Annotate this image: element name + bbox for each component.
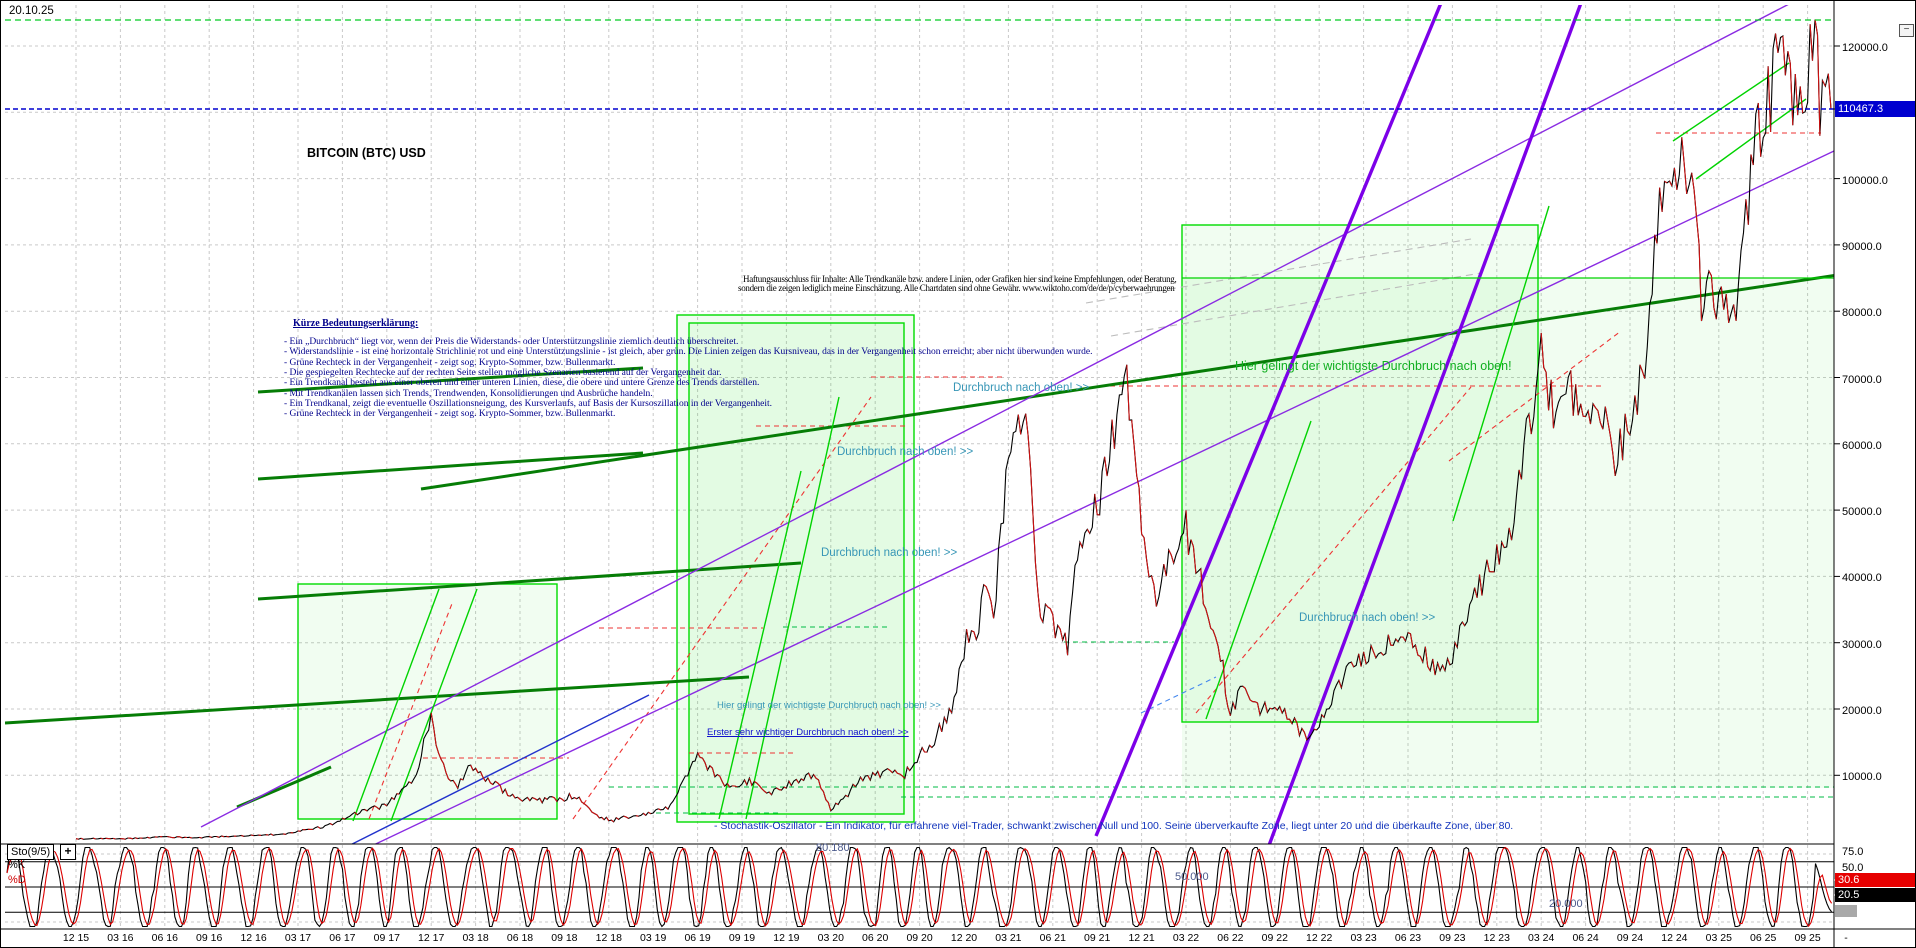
time-axis-label: 03 25 [1705, 932, 1732, 944]
minimize-icon[interactable]: − [1899, 24, 1914, 37]
legend-line: - Ein „Durchbruch“ liegt vor, wenn der P… [284, 337, 739, 347]
time-axis-label: 06 21 [1039, 932, 1066, 944]
time-axis-label: 06 19 [684, 932, 711, 944]
disclaimer-line2: sondern die zeigen lediglich meine Einsc… [738, 283, 1175, 293]
price-axis-label: 10000.0 [1842, 771, 1882, 784]
stoch-k-badge: 20.5 [1835, 888, 1915, 902]
disclaimer-line1: Haftungsausschluss für Inhalte: Alle Tre… [743, 274, 1177, 284]
price-axis-label: 70000.0 [1842, 373, 1882, 386]
legend-line: - Mit Trendkanälen lassen sich Trends, T… [284, 388, 653, 399]
time-axis-label: 06 20 [862, 932, 889, 944]
legend-line: - Widerstandslinie - ist eine horizontal… [284, 347, 1093, 358]
legend-title: Kürze Bedeutungserklärung: [293, 318, 419, 329]
chart-title: BITCOIN (BTC) USD [307, 146, 426, 160]
time-axis-label: 09 20 [906, 932, 933, 944]
time-axis-label: 06 16 [151, 932, 178, 944]
stochastic-indicator-label[interactable]: Sto(9/5) [7, 844, 55, 860]
axis-corner-box [1835, 905, 1857, 917]
price-axis-label: 30000.0 [1842, 638, 1882, 651]
time-axis-label: 03 19 [640, 932, 667, 944]
price-axis-label: 100000.0 [1842, 174, 1888, 187]
legend-line: - Ein Trendkanal, zeigt die eventuelle O… [284, 398, 772, 409]
current-price-badge: 110467.3 [1835, 101, 1915, 117]
breakout-annotation: Hier gelingt der wichtigste Durchbruch n… [1235, 359, 1512, 373]
legend-line: - Grüne Rechteck in der Vergangenheit - … [284, 357, 616, 368]
time-axis-label: 09 21 [1084, 932, 1111, 944]
breakout-annotation: Durchbruch nach oben! >> [953, 382, 1090, 394]
time-axis-label: 12 23 [1483, 932, 1510, 944]
time-axis-label: 12 16 [240, 932, 267, 944]
time-axis-end-dash: - [1844, 932, 1848, 944]
stochastic-note: - Stochastik-Oszillator - Ein Indikator,… [714, 820, 1514, 832]
price-axis-label: 80000.0 [1842, 307, 1882, 320]
time-axis-label: 06 22 [1217, 932, 1244, 944]
stoch-level-80-label: 80.180 [816, 842, 850, 854]
stoch-level-50-label: 50.000 [1175, 871, 1209, 883]
stoch-d-badge: 30.6 [1835, 873, 1915, 887]
time-axis-label: 09 25 [1794, 932, 1821, 944]
add-indicator-icon[interactable]: + [60, 844, 76, 860]
time-axis-label: 06 24 [1572, 932, 1599, 944]
price-axis-label: 50000.0 [1842, 506, 1882, 519]
time-axis-label: 09 22 [1261, 932, 1288, 944]
time-axis-label: 06 18 [506, 932, 534, 944]
time-axis-label: 06 25 [1750, 932, 1777, 944]
breakout-annotation: Erster sehr wichtiger Durchbruch nach ob… [707, 727, 909, 738]
time-axis-label: 12 20 [950, 932, 978, 944]
breakout-annotation: Durchbruch nach oben! >> [821, 547, 958, 559]
time-axis-label: 03 16 [107, 932, 134, 944]
price-axis-label: 90000.0 [1842, 240, 1882, 253]
breakout-annotation: Hier gelingt der wichtigste Durchbruch n… [717, 700, 941, 711]
time-axis-label: 12 18 [595, 932, 622, 944]
time-axis-label: 03 20 [817, 932, 844, 944]
breakout-annotation: Durchbruch nach oben! >> [1299, 612, 1436, 624]
legend-line: - Ein Trendkanal besteht aus einer obere… [284, 378, 760, 389]
time-axis-label: 12 15 [62, 932, 90, 944]
time-axis-label: 03 24 [1528, 932, 1555, 944]
time-axis-label: 09 24 [1616, 932, 1644, 944]
time-axis-label: 03 21 [995, 932, 1022, 944]
time-axis-label: 12 22 [1306, 932, 1333, 944]
price-axis-label: 120000.0 [1842, 42, 1888, 54]
stoch-axis-75: 75.0 [1842, 846, 1864, 858]
stoch-level-20-label: 20.000 [1549, 898, 1583, 910]
time-axis-label: 03 17 [284, 932, 312, 944]
price-axis-label: 60000.0 [1842, 439, 1882, 452]
time-axis-label: 12 19 [773, 932, 800, 944]
time-axis-label: 09 17 [373, 932, 400, 944]
time-axis-label: 03 18 [462, 932, 489, 944]
price-axis-label: 20000.0 [1842, 705, 1882, 717]
breakout-annotation: Durchbruch nach oben! >> [837, 446, 974, 458]
time-axis-label: 06 23 [1394, 932, 1422, 944]
price-axis-label: 40000.0 [1842, 572, 1882, 585]
time-axis-label: 09 18 [551, 932, 578, 944]
stoch-d-label: %D [8, 874, 26, 886]
time-axis-label: 06 17 [329, 932, 356, 944]
legend-line: - Grüne Rechteck in der Vergangenheit - … [284, 409, 616, 420]
time-axis-label: 12 17 [418, 932, 445, 944]
stoch-axis-50: 50.0 [1842, 862, 1864, 874]
chart-date: 20.10.25 [9, 5, 54, 17]
time-axis-label: 12 24 [1661, 932, 1688, 944]
time-axis-label: 12 21 [1128, 932, 1155, 944]
time-axis-label: 03 22 [1172, 932, 1200, 944]
time-axis-label: 03 23 [1350, 932, 1377, 944]
legend-line: - Die gespiegelten Rechtecke auf der rec… [284, 367, 722, 378]
time-axis-label: 09 23 [1439, 932, 1466, 944]
stoch-k-label: %K [8, 859, 26, 871]
time-axis-label: 09 16 [196, 932, 223, 944]
time-axis-label: 09 19 [728, 932, 756, 944]
